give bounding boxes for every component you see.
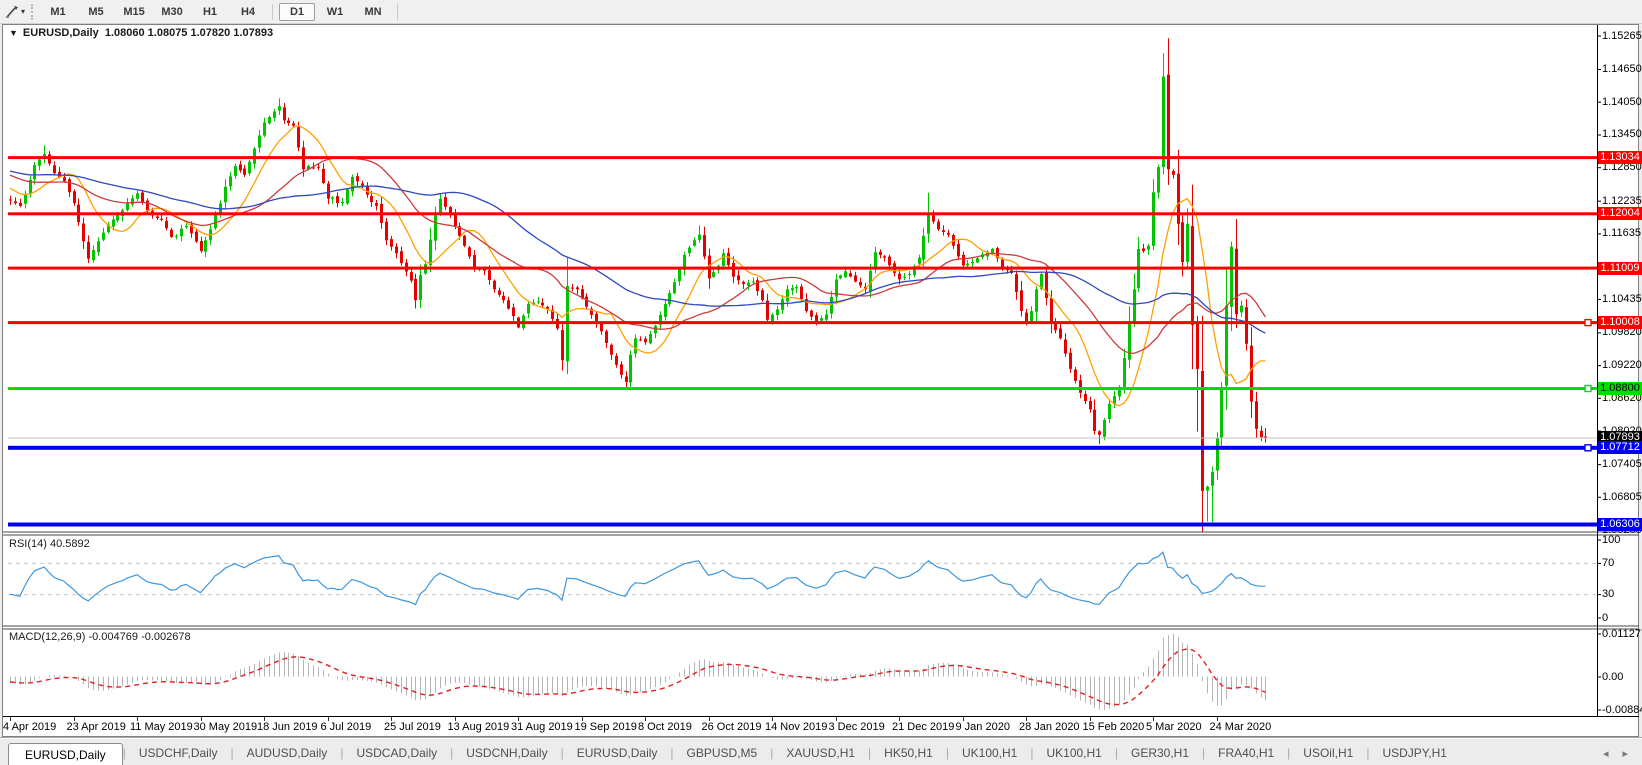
chart-tab[interactable]: EURUSD,Daily [576, 746, 658, 760]
timeframe-toolbar: ▾ M1 M5 M15 M30 H1 H4 D1 W1 MN [0, 0, 1642, 24]
chart-window[interactable] [2, 24, 1639, 737]
tab-divider: | [450, 746, 454, 760]
timeframe-button-m1[interactable]: M1 [50, 5, 66, 18]
chart-tab[interactable]: USDJPY,H1 [1382, 746, 1447, 760]
timeframe-button-h1[interactable]: H1 [202, 5, 218, 18]
tab-divider: | [1030, 746, 1034, 760]
timeframe-button-h4[interactable]: H4 [240, 5, 256, 18]
chart-tab[interactable]: USOil,H1 [1303, 746, 1354, 760]
chart-tab-active[interactable]: EURUSD,Daily [8, 743, 123, 765]
timeframe-button-m5[interactable]: M5 [88, 5, 104, 18]
chart-tab[interactable]: USDCHF,Daily [138, 746, 218, 760]
toolbar-separator [397, 3, 399, 20]
chart-tab[interactable]: GBPUSD,M5 [686, 746, 758, 760]
chart-tab[interactable]: XAUUSD,H1 [786, 746, 856, 760]
chart-tab[interactable]: HK50,H1 [884, 746, 933, 760]
tab-divider: | [560, 746, 564, 760]
chart-tab[interactable]: FRA40,H1 [1218, 746, 1275, 760]
right-arrow-icon[interactable]: ▸ [1622, 748, 1628, 760]
timeframe-button-mn[interactable]: MN [364, 5, 382, 18]
tab-divider: | [1114, 746, 1118, 760]
timeframe-buttons: M1 M5 M15 M30 H1 H4 D1 W1 MN [39, 2, 403, 21]
tab-divider: | [1202, 746, 1206, 760]
chart-tab[interactable]: UK100,H1 [961, 746, 1018, 760]
timeframe-button-w1[interactable]: W1 [326, 5, 344, 18]
chart-tab[interactable]: AUDUSD,Daily [246, 746, 328, 760]
tab-divider: | [1287, 746, 1291, 760]
tab-divider: | [670, 746, 674, 760]
chart-tab[interactable]: GER30,H1 [1130, 746, 1190, 760]
tab-scroll-controls: ◂ ▸ [1603, 749, 1642, 765]
chart-cursor-icon[interactable] [4, 4, 20, 20]
chart-tab[interactable]: UK100,H1 [1046, 746, 1102, 760]
tab-divider: | [770, 746, 774, 760]
tab-divider: | [945, 746, 949, 760]
tab-divider: | [230, 746, 234, 760]
timeframe-button-m30[interactable]: M30 [161, 5, 183, 18]
tab-divider: | [340, 746, 344, 760]
chevron-down-icon[interactable]: ▾ [21, 7, 26, 16]
toolbar-grip [31, 3, 34, 20]
toolbar-separator [272, 3, 274, 20]
tab-divider: | [1366, 746, 1370, 760]
timeframe-button-m15[interactable]: M15 [123, 5, 145, 18]
left-arrow-icon[interactable]: ◂ [1602, 748, 1609, 760]
chart-tab[interactable]: USDCNH,Daily [466, 746, 548, 760]
chart-tab-bar: EURUSD,Daily | USDCHF,Daily | AUDUSD,Daily | U… [0, 738, 1642, 765]
tab-divider: | [868, 746, 872, 760]
chart-tab[interactable]: USDCAD,Daily [356, 746, 438, 760]
tab-divider: | [122, 746, 126, 760]
timeframe-button-d1[interactable]: D1 [279, 2, 316, 21]
